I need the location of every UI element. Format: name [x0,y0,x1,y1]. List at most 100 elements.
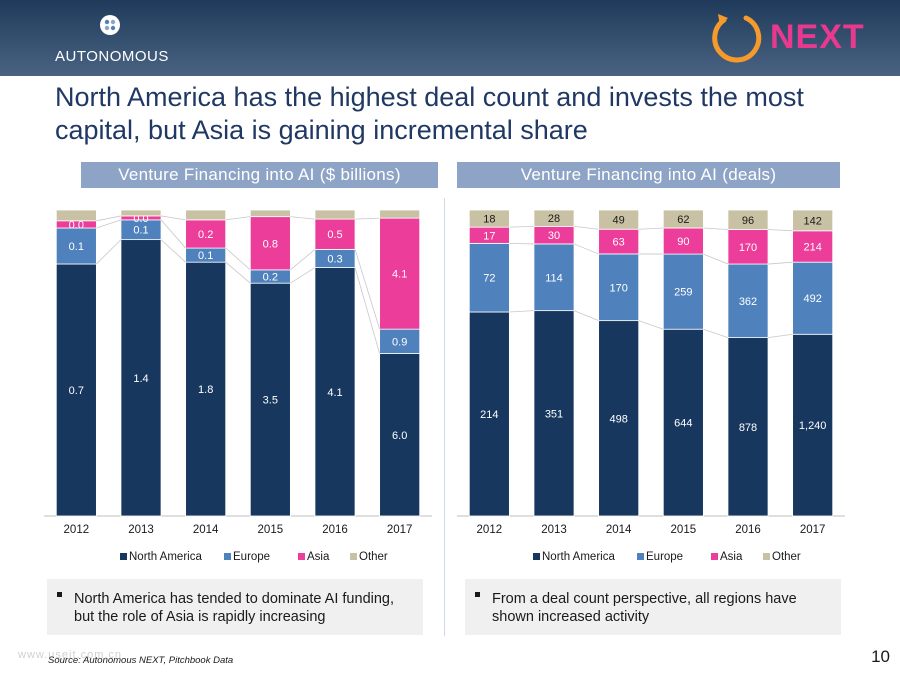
bar-segment-north-america-2017 [792,333,834,517]
data-label-asia-2015: 0.8 [263,238,278,250]
series-line-north-america [573,310,599,322]
autonomous-logo[interactable]: AUTONOMOUS [55,12,170,68]
x-tick-label-2014: 2014 [193,524,219,536]
bar-segment-europe-2015 [662,253,704,330]
series-line-north-america [290,267,316,284]
bar-segment-north-america-2015 [249,282,291,517]
bar-segment-europe-2014 [598,253,640,322]
watermark: www.useit.com.cn [18,649,123,661]
bar-segment-other-2016 [314,209,356,220]
series-line-europe [573,243,599,255]
legend-label-other: Other [772,551,801,563]
data-label-north-america-2015: 3.5 [263,395,278,407]
data-label-north-america-2015: 644 [674,418,692,430]
data-label-europe-2012: 0.1 [69,241,84,253]
data-label-north-america-2012: 0.7 [69,385,84,397]
note-right-text: From a deal count perspective, all regio… [492,591,797,625]
series-line-asia [290,216,315,220]
panel-divider [444,198,445,636]
bar-segment-other-2012 [55,209,97,222]
data-label-europe-2015: 259 [674,287,692,299]
bar-segment-europe-2017 [792,261,834,335]
data-label-other-2016: 96 [742,215,754,227]
x-tick-label-2015: 2015 [258,524,284,536]
next-logo[interactable]: NEXT [706,4,876,72]
series-line-europe [290,249,316,271]
bar-segment-europe-2013 [533,243,575,312]
series-line-north-america [767,333,793,338]
data-label-north-america-2016: 4.1 [327,387,342,399]
bar-segment-europe-2017 [379,328,421,354]
data-label-europe-2014: 170 [609,282,627,294]
legend-label-europe: Europe [233,551,270,563]
series-line-europe [354,249,381,330]
data-label-europe-2013: 0.1 [133,225,148,237]
legend-swatch-asia [711,553,718,560]
series-line-asia [509,225,534,228]
series-line-asia [96,215,122,222]
bar-segment-other-2012 [468,209,510,228]
legend-swatch-other [763,553,770,560]
bar-segment-other-2014 [598,209,640,230]
legend-label-north-america: North America [129,551,202,563]
autonomous-logo-text: AUTONOMOUS [55,48,169,65]
bar-segment-asia-2015 [662,227,704,255]
data-label-north-america-2013: 1.4 [133,373,148,385]
bar-segment-europe-2012 [55,227,97,265]
data-label-north-america-2017: 6.0 [392,430,407,442]
series-line-asia [703,227,728,230]
data-label-north-america-2012: 214 [480,409,498,421]
bar-segment-north-america-2013 [533,310,575,517]
legend-label-north-america: North America [542,551,615,563]
legend-label-europe: Europe [646,551,683,563]
series-line-north-america [509,310,534,313]
header-bar: AUTONOMOUS NEXT [0,0,900,76]
series-line-asia [355,217,380,220]
data-label-asia-2012: 0.0 [69,219,84,231]
x-tick-label-2012: 2012 [64,524,90,536]
x-tick-label-2016: 2016 [735,524,761,536]
data-label-north-america-2017: 1,240 [799,420,827,432]
series-line-asia [574,225,599,230]
bar-segment-other-2013 [533,209,575,227]
x-tick-label-2013: 2013 [541,524,567,536]
chart-venture-financing-dollars: 0.70.10.020121.40.10.020131.80.10.220143… [44,209,432,563]
bar-segment-other-2014 [185,209,227,221]
page-number: 10 [871,647,890,666]
series-line-asia [225,216,251,221]
legend-label-asia: Asia [307,551,330,563]
series-line-north-america [638,320,664,330]
refresh-arrow-icon [712,14,762,63]
bar-segment-north-america-2012 [55,263,97,517]
series-line-north-america [703,328,729,338]
series-line-north-america [96,239,122,265]
series-line-europe [509,242,534,245]
source-note: Source: Autonomous NEXT, Pitchbook Data [48,655,234,666]
data-label-other-2013: 28 [548,213,560,225]
bar-segment-north-america-2014 [598,320,640,517]
series-line-europe [96,219,122,229]
chart-2-title: Venture Financing into AI (deals) [457,162,840,188]
next-logo-text: NEXT [770,18,865,56]
data-label-north-america-2014: 498 [609,413,627,425]
data-label-asia-2017: 214 [803,241,821,253]
bar-segment-other-2015 [662,209,704,229]
series-line-asia [160,215,186,221]
autonomous-logo-mark-icon [100,15,120,35]
data-label-europe-2016: 362 [739,296,757,308]
data-label-other-2014: 49 [613,215,625,227]
legend-label-other: Other [359,551,388,563]
series-line-north-america [225,261,251,284]
data-label-north-america-2013: 351 [545,408,563,420]
x-tick-label-2013: 2013 [128,524,154,536]
data-label-other-2017: 142 [803,215,821,227]
data-label-asia-2016: 170 [739,242,757,254]
data-label-europe-2014: 0.1 [198,250,213,262]
bar-segment-other-2016 [727,209,769,230]
data-label-asia-2015: 90 [677,236,689,248]
legend-swatch-north-america [120,553,127,560]
bar-segment-other-2013 [120,209,162,217]
data-label-asia-2017: 4.1 [392,269,407,281]
legend-swatch-asia [298,553,305,560]
data-label-other-2015: 62 [677,214,689,226]
